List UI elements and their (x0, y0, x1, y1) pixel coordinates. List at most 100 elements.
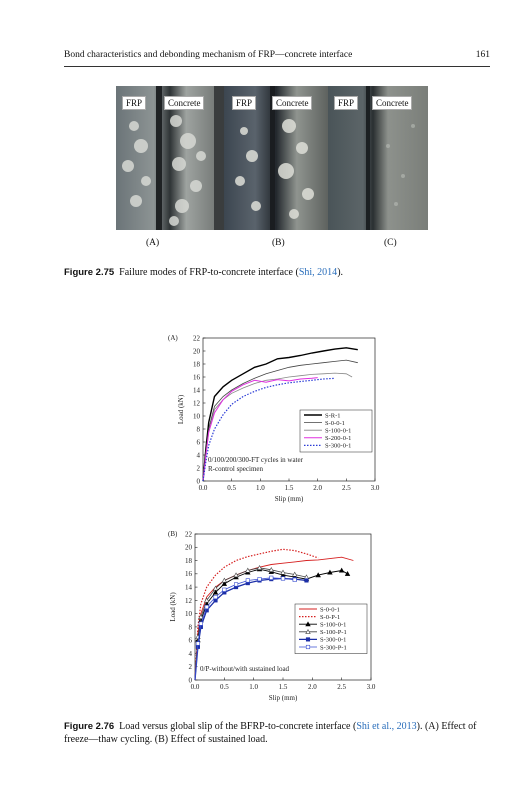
y-tick-label: 14 (193, 386, 201, 394)
data-point (305, 637, 311, 642)
citation-link[interactable]: Shi, 2014 (298, 267, 338, 278)
series-line (194, 548, 319, 681)
x-tick-label: 2.5 (337, 683, 346, 691)
legend-entry: S-R-1 (325, 412, 341, 419)
frp-label: FRP (122, 96, 147, 110)
legend: S-0-0-1S-0-P-1S-100-0-1S-100-P-1S-300-0-… (294, 603, 368, 654)
y-axis-label: Load (kN) (169, 592, 177, 622)
panel-label: (A) (168, 334, 178, 342)
y-tick-label: 4 (189, 650, 193, 658)
y-tick-label: 22 (193, 334, 201, 342)
data-point (233, 572, 239, 578)
caption-label: Figure 2.75 (64, 267, 115, 278)
y-tick-label: 16 (185, 570, 193, 578)
y-tick-label: 2 (189, 663, 193, 671)
data-point (292, 571, 298, 577)
legend-entry: S-100-P-1 (320, 629, 347, 636)
y-tick-label: 18 (185, 557, 193, 565)
data-point (221, 577, 228, 583)
data-point (256, 565, 263, 570)
series-line (202, 372, 353, 482)
x-tick-label: 0.0 (191, 683, 200, 691)
data-point (280, 569, 286, 575)
data-point (305, 628, 311, 634)
y-tick-label: 10 (185, 610, 193, 618)
y-tick-label: 2 (197, 464, 201, 472)
caption-label: Figure 2.76 (64, 721, 115, 732)
data-point (221, 580, 228, 586)
data-point (327, 569, 333, 575)
y-tick-label: 0 (189, 676, 193, 684)
x-tick-label: 2.0 (313, 484, 322, 492)
legend-entry: S-0-0-1 (325, 420, 345, 427)
data-point (245, 578, 250, 583)
x-tick-label: 2.0 (308, 683, 317, 691)
frp-label: FRP (232, 96, 257, 110)
y-tick-label: 4 (197, 451, 201, 459)
y-tick-label: 0 (197, 477, 201, 485)
chart-annotation: 0/100/200/300-FT cycles in water (208, 456, 304, 464)
x-tick-label: 1.5 (285, 484, 294, 492)
panel-letter-c: (C) (384, 238, 397, 248)
photo-panel-b: FRP Concrete (224, 86, 328, 230)
legend-entry: S-300-0-1 (320, 637, 346, 644)
y-tick-label: 20 (185, 544, 193, 552)
frp-label: FRP (334, 96, 359, 110)
y-tick-label: 16 (193, 373, 201, 381)
series-s-300-p-1 (194, 575, 297, 681)
y-tick-label: 22 (185, 530, 193, 538)
data-point (212, 585, 219, 591)
chart-annotation: R-control specimen (208, 465, 264, 473)
data-point (212, 589, 219, 595)
page-number: 161 (475, 50, 490, 60)
x-tick-label: 3.0 (367, 683, 376, 691)
x-tick-label: 1.0 (249, 683, 258, 691)
caption-text: Load versus global slip of the BFRP-to-c… (119, 721, 357, 732)
chapter-title: Bond characteristics and debonding mecha… (64, 50, 353, 60)
data-point (292, 577, 297, 582)
data-point (234, 582, 239, 587)
running-header: Bond characteristics and debonding mecha… (64, 50, 490, 64)
chart-a-svg: (A) 0.0 0.5 1.0 1.5 2.0 2.5 3.0 0 2 4 6 8 10 12 14 16 18 2… (168, 334, 380, 503)
panel-label: (B) (168, 530, 178, 538)
figure-caption-2-75: Figure 2.75 Failure modes of FRP-to-conc… (64, 266, 494, 279)
data-point (304, 578, 309, 583)
chart-a: (A) 0.0 0.5 1.0 1.5 2.0 2.5 3.0 0 2 4 6 8 10 12 14 16 18 2… (150, 332, 380, 512)
series-s-100-0-1 (202, 372, 353, 482)
x-axis-label: Slip (mm) (269, 694, 298, 702)
photo-panel-c: FRP Concrete (328, 86, 428, 230)
data-point (245, 567, 251, 573)
x-tick-label: 0.5 (220, 683, 229, 691)
y-tick-label: 8 (189, 623, 193, 631)
photo-a-image (116, 86, 224, 230)
photo-b-image (224, 86, 328, 230)
y-axis-label: Load (kN) (177, 394, 185, 424)
data-point (222, 587, 227, 592)
legend-box (299, 409, 373, 453)
legend-entry: S-200-0-1 (325, 435, 351, 442)
citation-link[interactable]: Shi et al., 2013 (356, 721, 417, 732)
data-point (338, 567, 345, 573)
caption-end: ). (337, 267, 344, 278)
legend-entry: S-300-P-1 (320, 644, 347, 651)
caption-end: ). (A) Effect of freeze—thaw cycling. (B… (64, 721, 477, 745)
x-tick-label: 3.0 (371, 484, 380, 492)
chart-b: (B) 0.0 0.5 1.0 1.5 2.0 2.5 3.0 0 2 4 6 8 10 12 14 16 18 2… (150, 514, 380, 704)
figure-caption-2-76: Figure 2.76 Load versus global slip of t… (64, 720, 494, 746)
data-point (213, 594, 218, 600)
x-tick-label: 1.0 (256, 484, 265, 492)
y-tick-label: 12 (193, 399, 201, 407)
legend-entry: S-0-0-1 (320, 606, 340, 613)
legend-entry: S-100-0-1 (325, 428, 351, 435)
x-tick-label: 0.5 (227, 484, 236, 492)
x-tick-label: 1.5 (279, 683, 288, 691)
data-point (204, 597, 210, 603)
y-tick-label: 10 (193, 412, 201, 420)
data-point (198, 614, 204, 620)
panel-letter-b: (B) (272, 238, 285, 248)
failure-mode-photos: FRP Concrete FRP Concrete (116, 86, 428, 230)
data-point (204, 604, 209, 610)
x-tick-label: 0.0 (199, 484, 208, 492)
photo-c-image (328, 86, 428, 230)
y-tick-label: 8 (197, 425, 201, 433)
